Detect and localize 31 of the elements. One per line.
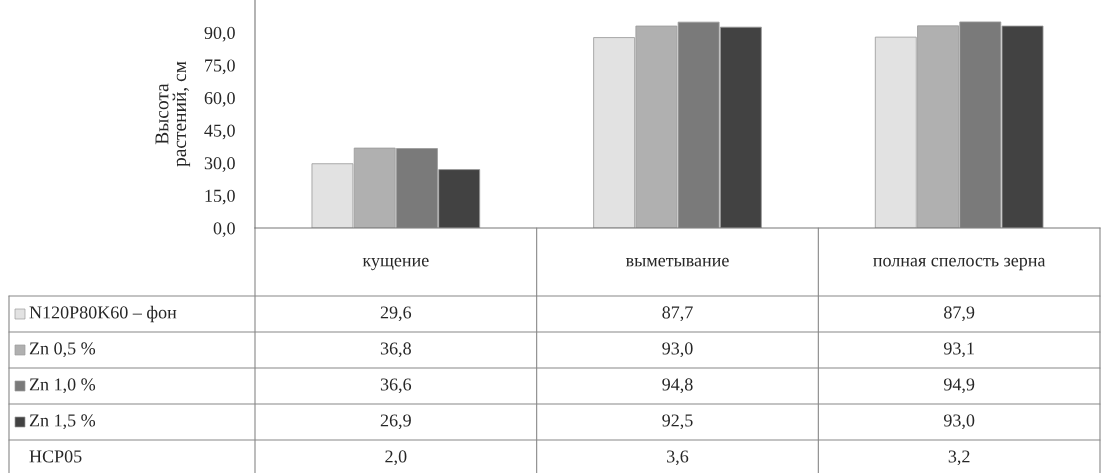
data-label: 87,7 xyxy=(662,306,693,322)
text: 3,2 xyxy=(948,450,970,466)
data-label: 26,9 xyxy=(380,414,411,430)
y-tick-label: 45,0 xyxy=(204,124,235,140)
legend-label: N120P80K60 – фон xyxy=(29,305,177,323)
text: 3,6 xyxy=(667,450,689,466)
y-tick-label: 90,0 xyxy=(204,26,235,42)
data-label: 93,0 xyxy=(943,414,975,430)
x-tick-label: кущение xyxy=(362,257,429,271)
text: 2,0 xyxy=(385,450,407,466)
data-label: 87,9 xyxy=(944,306,975,322)
y-tick-label: 30,0 xyxy=(204,157,235,172)
y-tick-label: 0,0 xyxy=(213,222,235,238)
data-label: 36,6 xyxy=(380,378,412,394)
data-label: 94,9 xyxy=(943,378,975,394)
legend-label: Zn 1,0 % xyxy=(29,378,96,394)
data-label: 92,5 xyxy=(662,414,693,430)
y-axis-title: Высота растений, см xyxy=(155,61,191,167)
x-tick-label: выметывание xyxy=(625,257,729,267)
legend-label: Zn 1,5 % xyxy=(29,414,96,430)
data-label: 93,1 xyxy=(943,342,974,358)
y-tick-label: 60,0 xyxy=(204,91,235,107)
data-label: 94,8 xyxy=(662,378,693,394)
y-tick-label: 15,0 xyxy=(205,189,235,205)
data-label: 29,6 xyxy=(380,306,412,322)
text: НСР05 xyxy=(29,450,82,463)
x-tick-label: полная спелость зерна xyxy=(873,257,1046,271)
y-tick-label: 75,0 xyxy=(205,59,235,75)
data-label: 93,0 xyxy=(662,342,693,358)
legend-label: Zn 0,5 % xyxy=(29,342,96,358)
data-label: 36,8 xyxy=(380,342,411,358)
